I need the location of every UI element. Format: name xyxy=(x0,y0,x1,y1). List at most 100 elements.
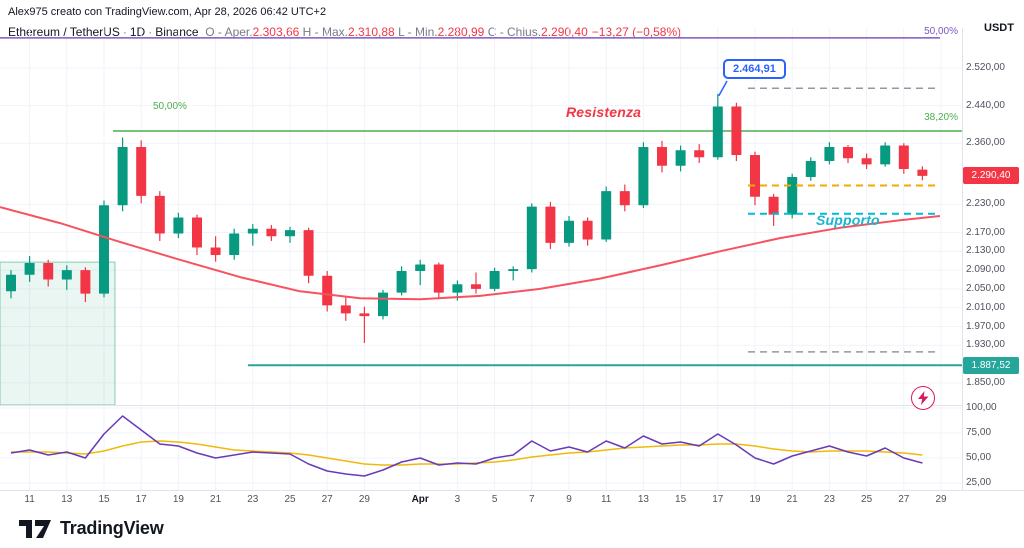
symbol-name[interactable]: Ethereum / TetherUS xyxy=(8,25,120,39)
rsi-signal-line[interactable] xyxy=(11,440,923,466)
lightning-drawing-button[interactable] xyxy=(911,386,935,410)
indicator-axis-label: 25,00 xyxy=(966,477,992,488)
candle-body[interactable] xyxy=(694,150,705,158)
candle-body[interactable] xyxy=(601,191,612,240)
candle-body[interactable] xyxy=(43,263,54,280)
time-axis-label: 17 xyxy=(135,494,147,505)
candle-body[interactable] xyxy=(396,271,407,293)
resistance-annotation[interactable]: Resistenza xyxy=(566,104,642,120)
candle-body[interactable] xyxy=(619,191,630,206)
time-axis-label: 25 xyxy=(284,494,296,505)
candle-body[interactable] xyxy=(415,264,426,272)
candle-body[interactable] xyxy=(787,177,798,215)
indicator-axis-label: 50,00 xyxy=(966,452,992,463)
fib-level-label-38-green[interactable]: 38,20% xyxy=(924,112,958,123)
fib-level-label-50-purple[interactable]: 50,00% xyxy=(924,26,958,37)
candle-body[interactable] xyxy=(117,146,128,206)
price-axis-label: 2.230,00 xyxy=(966,198,1005,210)
candle-body[interactable] xyxy=(6,274,16,292)
moving-average-line[interactable] xyxy=(0,206,941,301)
candle-body[interactable] xyxy=(61,270,72,280)
candle-body[interactable] xyxy=(750,154,760,197)
tradingview-logo-icon xyxy=(19,520,51,538)
candle-body[interactable] xyxy=(322,275,333,306)
candle-body[interactable] xyxy=(303,230,314,276)
time-axis-label: 21 xyxy=(786,494,798,505)
ma-layer xyxy=(0,206,941,301)
accumulation-zone-rect[interactable] xyxy=(0,261,116,406)
price-axis-label: 2.090,00 xyxy=(966,264,1005,276)
dashed-levels-layer xyxy=(748,87,940,353)
fib-level-label-50-green[interactable]: 50,00% xyxy=(153,101,187,112)
time-axis-label: 13 xyxy=(61,494,73,505)
candle-body[interactable] xyxy=(657,146,667,166)
lightning-icon xyxy=(917,391,928,405)
candle-body[interactable] xyxy=(508,269,519,272)
footer-bar: TradingView xyxy=(0,508,1024,548)
open-label: O - Aper. xyxy=(205,25,253,39)
symbol-info-bar[interactable]: Ethereum / TetherUS · 1D · Binance O - Aper.… xyxy=(8,25,681,39)
candle-body[interactable] xyxy=(712,106,723,158)
price-axis-label: 1.930,00 xyxy=(966,339,1005,351)
levels-layer xyxy=(0,37,962,367)
candle-body[interactable] xyxy=(192,217,202,248)
time-axis-label: 19 xyxy=(172,494,184,505)
candle-body[interactable] xyxy=(173,217,184,234)
candle-body[interactable] xyxy=(340,305,351,314)
candle-body[interactable] xyxy=(80,270,91,294)
candle-body[interactable] xyxy=(99,205,109,294)
price-axis-label: 2.130,00 xyxy=(966,245,1005,257)
candle-body[interactable] xyxy=(266,228,277,237)
candle-body[interactable] xyxy=(24,263,35,275)
time-axis-label: 29 xyxy=(935,494,947,505)
candle-body[interactable] xyxy=(433,264,444,293)
candle-body[interactable] xyxy=(880,145,891,165)
candle-body[interactable] xyxy=(545,206,556,243)
candle-body[interactable] xyxy=(675,150,686,166)
tradingview-logo[interactable]: TradingView xyxy=(18,515,164,541)
candle-body[interactable] xyxy=(861,158,872,165)
price-axis-label: 2.520,00 xyxy=(966,62,1005,73)
time-axis-label: 11 xyxy=(24,494,35,505)
price-axis-label: 2.440,00 xyxy=(966,99,1005,111)
candle-body[interactable] xyxy=(229,233,240,256)
zone-layer xyxy=(0,261,116,406)
current-price-badge: 2.290,40 xyxy=(963,167,1019,185)
high-price-callout[interactable]: 2.464,91 xyxy=(723,59,786,79)
candle-body[interactable] xyxy=(824,146,835,162)
candle-body[interactable] xyxy=(564,220,574,243)
time-axis-label: 13 xyxy=(637,494,649,505)
time-axis-label: Apr xyxy=(411,494,429,505)
indicator-axis-label: 75,00 xyxy=(966,427,992,438)
price-axis-label: 1.850,00 xyxy=(966,376,1005,388)
candle-body[interactable] xyxy=(359,313,370,317)
support-level-badge: 1.887,52 xyxy=(963,356,1019,374)
candle-body[interactable] xyxy=(452,284,463,293)
time-axis-label: 17 xyxy=(712,494,724,505)
candle-body[interactable] xyxy=(136,146,147,196)
rsi-line[interactable] xyxy=(10,415,923,477)
candle-body[interactable] xyxy=(378,292,388,317)
candle-body[interactable] xyxy=(898,145,909,170)
time-axis-label: 15 xyxy=(98,494,110,505)
candle-body[interactable] xyxy=(917,169,928,176)
candle-body[interactable] xyxy=(582,220,593,240)
indicator-layer xyxy=(10,415,923,477)
candle-body[interactable] xyxy=(638,146,649,206)
candle-body[interactable] xyxy=(285,230,295,237)
candle-body[interactable] xyxy=(154,195,165,234)
candle-body[interactable] xyxy=(843,146,853,159)
candle-body[interactable] xyxy=(471,284,481,289)
candle-body[interactable] xyxy=(210,247,221,256)
time-axis-label: 25 xyxy=(861,494,873,505)
candle-body[interactable] xyxy=(731,106,742,155)
candle-body[interactable] xyxy=(768,196,779,215)
support-annotation[interactable]: Supporto xyxy=(816,212,880,228)
callout-connector-line xyxy=(718,80,728,97)
candle-body[interactable] xyxy=(526,206,537,270)
candle-body[interactable] xyxy=(489,271,500,289)
candle-body[interactable] xyxy=(805,161,816,178)
candle-body[interactable] xyxy=(247,228,258,234)
time-axis-label: 15 xyxy=(675,494,687,505)
